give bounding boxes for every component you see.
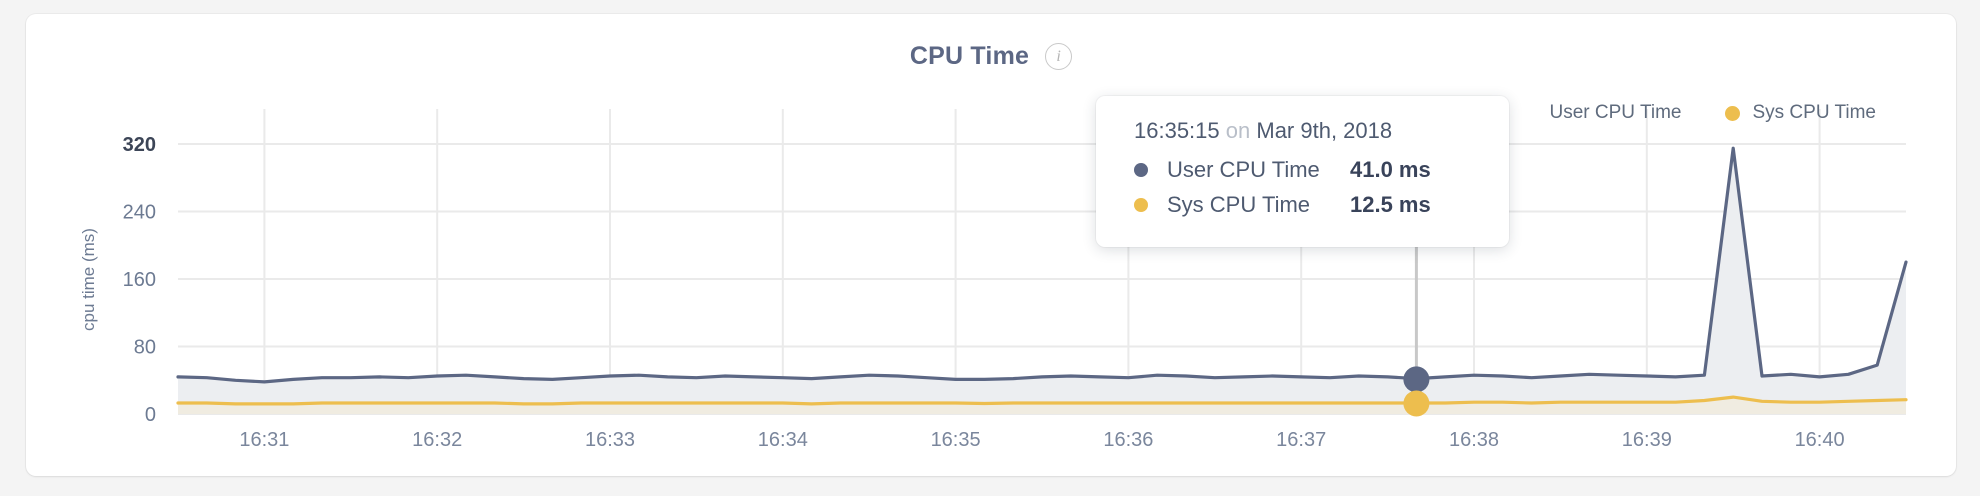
x-axis-tick-16-32: 16:32: [412, 429, 462, 451]
area-user-cpu-time: [178, 148, 1906, 414]
tooltip-date: Mar 9th, 2018: [1256, 118, 1393, 143]
x-axis-tick-16-35: 16:35: [931, 429, 981, 451]
cpu-time-chart-card: CPU Time i User CPU Time Sys CPU Time 0 8…: [26, 14, 1956, 476]
legend-dot-sys-cpu-time: [1725, 105, 1741, 121]
tooltip-value-sys-cpu-time: 12.5 ms: [1350, 192, 1431, 217]
x-axis-tick-16-40: 16:40: [1795, 429, 1845, 451]
info-icon[interactable]: i: [1045, 43, 1073, 70]
x-axis-tick-16-37: 16:37: [1276, 429, 1326, 451]
tooltip-name-user-cpu-time: User CPU Time: [1167, 157, 1320, 182]
y-axis-title: cpu time (ms): [79, 228, 98, 331]
tooltip-row-sys-cpu-time: Sys CPU Time 12.5 ms: [1096, 192, 1509, 218]
x-axis-tick-16-31: 16:31: [239, 429, 289, 451]
legend-label-sys-cpu-time: Sys CPU Time: [1752, 102, 1876, 123]
x-axis-tick-16-34: 16:34: [758, 429, 808, 451]
tooltip-timestamp: 16:35:15 on Mar 9th, 2018: [1096, 118, 1509, 144]
y-axis-tick-0: 0: [145, 404, 156, 426]
tooltip-dot-sys-cpu-time: [1134, 198, 1148, 212]
cpu-time-area-chart[interactable]: 0 80 160 240 320 16:31 16:32 16:33 16:34 16:35 16:…: [26, 14, 1956, 476]
area-sys-cpu-time: [178, 397, 1906, 414]
chart-plot-area[interactable]: 0 80 160 240 320 16:31 16:32 16:33 16:34 16:35 16:…: [26, 14, 1956, 476]
y-axis-tick-320: 320: [123, 134, 156, 156]
chart-tooltip: 16:35:15 on Mar 9th, 2018 User CPU Time …: [1096, 96, 1509, 247]
y-axis-tick-240: 240: [123, 202, 156, 224]
tooltip-dot-user-cpu-time: [1134, 163, 1148, 177]
line-sys-cpu-time[interactable]: [176, 395, 1908, 406]
x-axis-tick-16-38: 16:38: [1449, 429, 1499, 451]
tooltip-row-user-cpu-time: User CPU Time 41.0 ms: [1096, 157, 1509, 183]
page-title: CPU Time: [909, 42, 1030, 70]
x-axis-tick-16-39: 16:39: [1622, 429, 1672, 451]
y-axis-tick-80: 80: [134, 337, 156, 359]
chart-header: CPU Time i: [26, 42, 1956, 71]
tooltip-value-user-cpu-time: 41.0 ms: [1350, 157, 1431, 182]
highlight-point-sys-cpu-time[interactable]: [1403, 390, 1430, 417]
highlight-point-user-cpu-time[interactable]: [1403, 366, 1430, 393]
legend-label-user-cpu-time: User CPU Time: [1549, 102, 1682, 123]
legend-item-user-cpu-time[interactable]: User CPU Time: [1523, 102, 1682, 124]
x-axis-tick-16-33: 16:33: [585, 429, 635, 451]
tooltip-name-sys-cpu-time: Sys CPU Time: [1167, 192, 1311, 217]
x-axis-tick-16-36: 16:36: [1103, 429, 1153, 451]
legend-item-sys-cpu-time[interactable]: Sys CPU Time: [1725, 102, 1876, 124]
line-user-cpu-time[interactable]: [176, 146, 1908, 384]
chart-legend: User CPU Time Sys CPU Time: [1523, 102, 1877, 124]
tooltip-time: 16:35:15: [1134, 118, 1220, 143]
y-axis-tick-160: 160: [123, 269, 156, 291]
tooltip-on-word: on: [1225, 118, 1251, 143]
